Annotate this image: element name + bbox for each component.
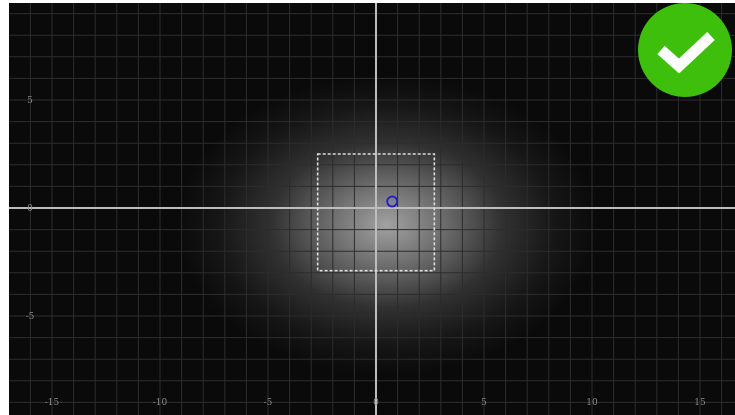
- intensity-glow: [176, 75, 597, 376]
- y-tick-labels: 5 0 -5: [26, 96, 35, 322]
- x-tick-label: -15: [45, 398, 60, 408]
- x-tick-label: -10: [153, 398, 168, 408]
- axes: [9, 3, 735, 415]
- player-markers[interactable]: [386, 195, 399, 208]
- y-tick-label: 0: [27, 204, 33, 214]
- x-tick-label: -5: [264, 398, 273, 408]
- x-tick-label: 10: [586, 398, 598, 408]
- checkmark-icon: [657, 31, 715, 74]
- x-tick-label: 0: [373, 398, 379, 408]
- x-tick-label: 15: [694, 398, 706, 408]
- y-tick-label: -5: [26, 312, 35, 322]
- x-tick-labels: -15 -10 -5 0 5 10 15: [45, 398, 706, 408]
- x-tick-label: 5: [481, 398, 487, 408]
- player-marker[interactable]: [386, 195, 399, 208]
- target-region: [316, 153, 436, 272]
- success-badge: [638, 3, 732, 97]
- y-tick-label: 5: [27, 96, 33, 106]
